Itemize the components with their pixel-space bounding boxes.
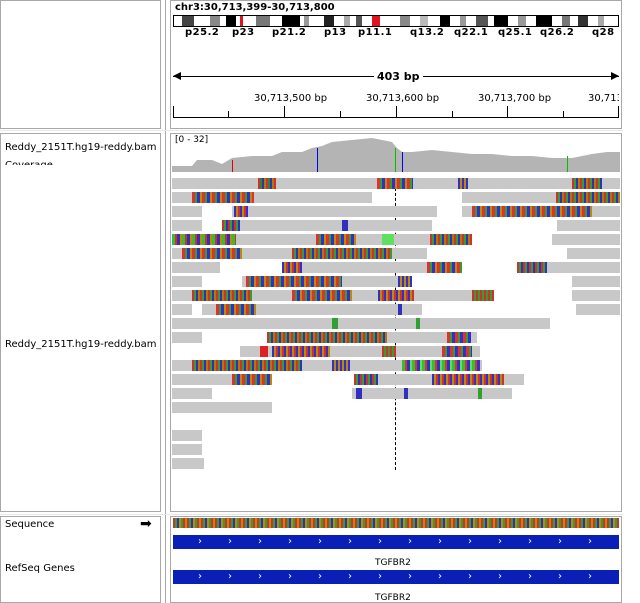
sequence-track-name[interactable]: Sequence [5,519,55,530]
arrow-right-icon [611,72,619,80]
read [282,262,462,273]
read [172,388,212,399]
read [172,402,272,413]
chromosome-ideogram[interactable] [173,15,619,27]
read [572,290,620,301]
coverage-range-label: [0 - 32] [175,135,209,145]
cytoband-label: q25.1 [498,27,533,38]
gene-label: TGFBR2 [375,558,411,568]
read [172,178,382,189]
right-scrollbar[interactable] [623,0,640,603]
read [172,318,550,329]
read [352,388,512,399]
data-name-panel [0,133,161,512]
cytoband-label: q26.2 [540,27,575,38]
read [172,360,482,371]
read [557,220,620,231]
alignment-track[interactable] [172,178,620,470]
cytoband-label: q13.2 [410,27,445,38]
read [576,304,620,315]
ruler-tick-label: 30,713,600 bp [366,93,440,104]
centromere-marker [372,16,380,26]
cytoband-label: q22.1 [454,27,489,38]
read [567,248,620,259]
read [402,178,620,189]
current-position-marker [240,16,243,26]
header-name-panel [0,0,161,129]
read [172,262,220,273]
read [172,276,202,287]
gene-label: TGFBR2 [375,593,411,603]
read [222,220,432,231]
read [172,374,272,385]
cytoband-label: p25.2 [185,27,220,38]
cytoband-label: q28 [592,27,615,38]
header-divider [0,130,640,131]
coverage-track-name[interactable]: Reddy_2151T.hg19-reddy.bam Coverage [5,142,157,165]
read [517,262,620,273]
arrow-left-icon [173,72,181,80]
feature-divider [0,514,640,515]
read [172,206,202,217]
read [172,220,202,231]
cytoband-label: p23 [232,27,255,38]
header-panel [170,0,622,129]
gene-feature[interactable]: › › › › › › › › › › › › › › [173,535,619,549]
read [572,276,620,287]
read [172,444,202,455]
read [172,304,192,315]
read [202,304,422,315]
locus-label: chr3:30,713,399-30,713,800 [175,2,335,13]
read [172,192,372,203]
attribute-divider [165,0,166,603]
read [172,458,204,469]
ruler-tick-label: 30,713,700 bp [478,93,552,104]
cytoband-label: p13 [324,27,347,38]
ruler-tick-label: 30,713,500 bp [254,93,328,104]
coverage-histogram[interactable] [172,136,620,172]
read [240,346,480,357]
sequence-track[interactable] [173,518,619,528]
cytoband-label: p21.2 [272,27,307,38]
refseq-track-name[interactable]: RefSeq Genes [5,563,75,574]
read [552,234,620,245]
read [232,206,437,217]
alignment-track-name[interactable]: Reddy_2151T.hg19-reddy.bam [5,339,157,350]
read [462,192,620,203]
strand-arrow-icon[interactable]: ➡ [140,516,152,532]
read [172,332,202,343]
span-label: 403 bp [374,70,423,83]
gene-feature[interactable]: › › › › › › › › › › › › › › [173,570,619,584]
data-panel[interactable] [170,133,622,512]
cytoband-label: p11.1 [358,27,393,38]
ruler-tick-label: 30,713, [588,93,619,104]
read [172,430,202,441]
